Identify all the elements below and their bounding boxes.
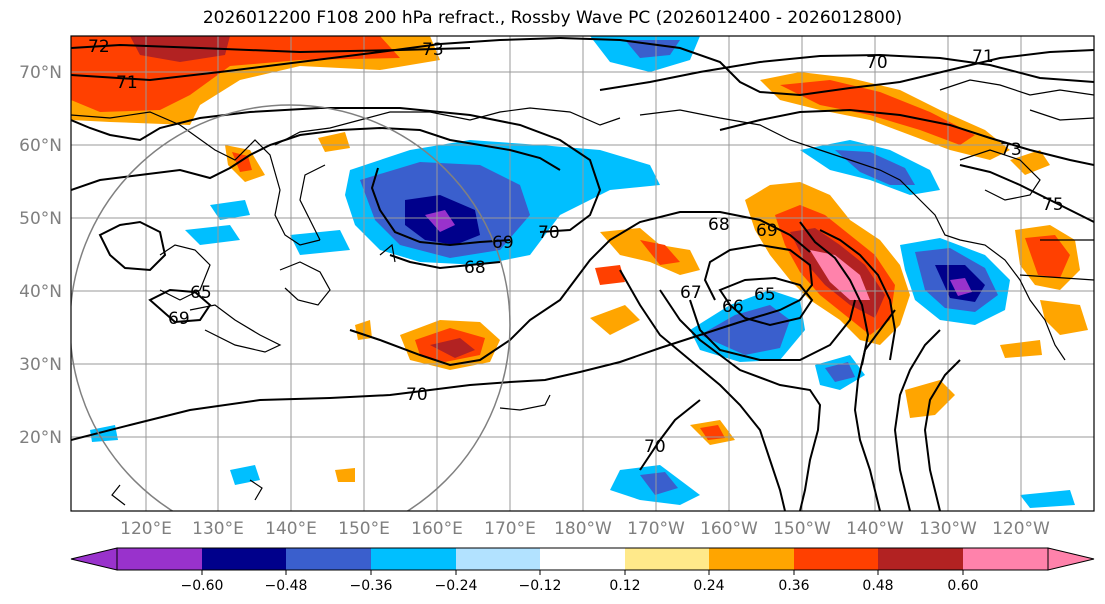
lon-label: 140°E [265, 519, 317, 539]
contour-label: 71 [972, 47, 994, 67]
colorbar-segment [878, 548, 963, 570]
colorbar: −0.60 −0.48 −0.36 −0.24 −0.12 0.12 0.24 … [70, 547, 1095, 594]
contour-label: 70 [538, 223, 560, 243]
lon-label: 150°W [773, 519, 831, 539]
lat-label-20: 20°N [19, 428, 62, 448]
colorbar-extend-max [1047, 547, 1095, 571]
contour-label: 68 [464, 258, 486, 278]
contour-label: 65 [754, 285, 776, 305]
lon-label: 170°E [484, 519, 536, 539]
colorbar-segment [625, 548, 709, 570]
colorbar-tick-label: −0.36 [350, 578, 393, 594]
lon-label: 130°E [192, 519, 244, 539]
lon-label: 180°W [554, 519, 612, 539]
lon-label: 170°W [627, 519, 685, 539]
shaded-anomaly-fields [71, 36, 1088, 508]
colorbar-tick-label: −0.48 [265, 578, 308, 594]
lat-label-40: 40°N [19, 282, 62, 302]
lon-label: 140°W [846, 519, 904, 539]
contour-label: 69 [756, 221, 778, 241]
lon-label: 120°E [120, 519, 172, 539]
map-plot-area: 72 73 71 70 71 73 75 70 69 68 68 69 67 6… [71, 36, 1094, 511]
contour-label: 69 [492, 233, 514, 253]
colorbar-tick-label: 0.48 [862, 578, 893, 594]
contour-label: 73 [422, 40, 444, 60]
colorbar-tick-label: −0.60 [181, 578, 224, 594]
contour-label: 67 [680, 283, 702, 303]
contour-label: 70 [866, 53, 888, 73]
colorbar-extend-min [70, 547, 118, 571]
refractivity-contours [71, 37, 1094, 511]
lon-label: 130°W [919, 519, 977, 539]
colorbar-tick-label: 0.12 [609, 578, 640, 594]
lat-label-30: 30°N [19, 355, 62, 375]
lon-label: 160°E [411, 519, 463, 539]
colorbar-ticks [201, 570, 964, 575]
contour-label: 69 [168, 309, 190, 329]
colorbar-segment [540, 548, 625, 570]
colorbar-tick-label: 0.24 [693, 578, 724, 594]
contour-label: 72 [88, 37, 110, 57]
contour-label: 65 [190, 283, 212, 303]
lat-label-70: 70°N [19, 63, 62, 83]
longitude-labels: 120°E 130°E 140°E 150°E 160°E 170°E 180°… [120, 519, 1050, 539]
coastlines [71, 79, 1094, 506]
contour-label: 66 [722, 297, 744, 317]
contour-label: 71 [116, 73, 138, 93]
lon-label: 160°W [700, 519, 758, 539]
latitude-labels: 70°N 60°N 50°N 40°N 30°N 20°N [19, 63, 62, 448]
colorbar-segment [794, 548, 878, 570]
lat-label-50: 50°N [19, 209, 62, 229]
colorbar-tick-label: −0.24 [435, 578, 478, 594]
colorbar-segment [117, 548, 202, 570]
colorbar-segment [709, 548, 794, 570]
colorbar-segment [286, 548, 371, 570]
reference-circle [71, 104, 511, 511]
map-frame [70, 35, 1095, 512]
colorbar-segment [202, 548, 286, 570]
graticule [71, 36, 1094, 511]
contour-label: 75 [1042, 195, 1064, 215]
lon-label: 150°E [338, 519, 390, 539]
colorbar-tick-label: −0.12 [519, 578, 562, 594]
contour-value-labels: 72 73 71 70 71 73 75 70 69 68 68 69 67 6… [88, 37, 1064, 457]
colorbar-tick-label: 0.60 [947, 578, 978, 594]
contour-label: 73 [1000, 140, 1022, 160]
map-title: 2026012200 F108 200 hPa refract., Rossby… [202, 8, 903, 28]
contour-label: 70 [406, 385, 428, 405]
lat-label-60: 60°N [19, 136, 62, 156]
colorbar-segment [371, 548, 456, 570]
colorbar-tick-label: 0.36 [778, 578, 809, 594]
colorbar-segment [963, 548, 1048, 570]
colorbar-segment [456, 548, 540, 570]
contour-label: 68 [708, 215, 730, 235]
lon-label: 120°W [992, 519, 1050, 539]
contour-label: 70 [644, 437, 666, 457]
